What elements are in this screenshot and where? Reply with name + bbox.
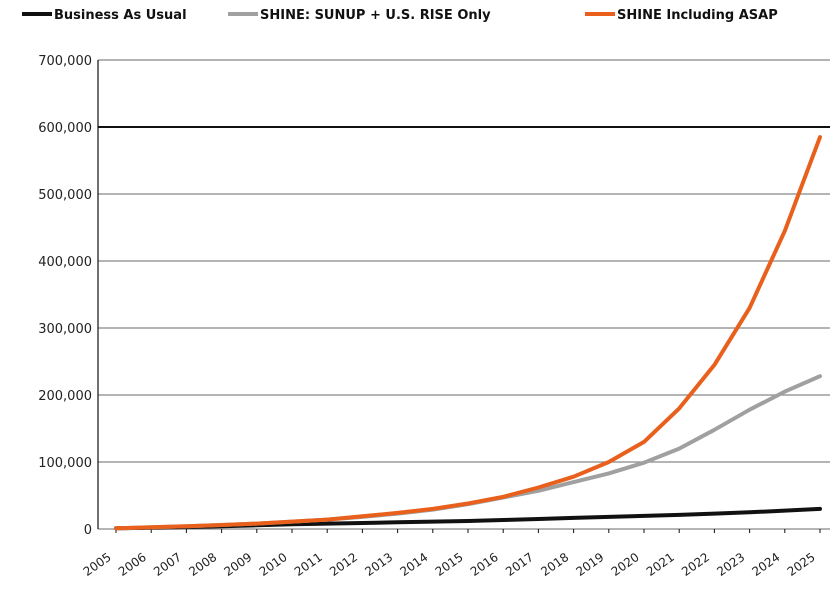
x-axis-ticks: 2005 2006 2007 2008 2009 2010 2011 2012 2013 2014… (81, 529, 821, 579)
x-tick-label: 2016 (468, 550, 501, 579)
x-tick-label: 2008 (186, 550, 219, 579)
y-axis-ticks: 0 100,000 200,000 300,000 400,000 500,000 600,… (38, 54, 92, 538)
x-tick-label: 2012 (327, 550, 360, 579)
y-tick-label: 0 (84, 523, 92, 538)
x-tick-label: 2022 (679, 550, 712, 579)
x-tick-label: 2013 (362, 550, 395, 579)
x-tick-label: 2023 (714, 550, 747, 579)
x-tick-label: 2017 (503, 550, 536, 579)
legend: Business As Usual SHINE: SUNUP + U.S. RIS… (22, 8, 778, 23)
y-tick-label: 400,000 (38, 255, 92, 270)
series-line-2 (114, 135, 822, 531)
gridlines (97, 59, 830, 530)
x-tick-label: 2018 (538, 550, 571, 579)
y-tick-label: 700,000 (38, 54, 92, 69)
x-tick-label: 2009 (221, 550, 254, 579)
x-tick-label: 2014 (397, 550, 430, 579)
y-tick-label: 100,000 (38, 456, 92, 471)
x-tick-label: 2024 (749, 550, 782, 579)
legend-label-0: Business As Usual (54, 8, 187, 23)
x-tick-label: 2005 (81, 550, 114, 579)
x-tick-label: 2025 (785, 550, 818, 579)
y-tick-label: 300,000 (38, 322, 92, 337)
x-tick-label: 2015 (433, 550, 466, 579)
y-tick-label: 200,000 (38, 389, 92, 404)
legend-label-2: SHINE Including ASAP (617, 8, 778, 23)
y-tick-label: 500,000 (38, 188, 92, 203)
x-tick-label: 2006 (116, 550, 149, 579)
x-tick-label: 2021 (644, 550, 677, 579)
x-tick-label: 2007 (151, 550, 184, 579)
x-tick-label: 2011 (292, 550, 325, 579)
legend-label-1: SHINE: SUNUP + U.S. RISE Only (260, 8, 491, 23)
y-tick-label: 600,000 (38, 121, 92, 136)
x-tick-label: 2010 (257, 550, 290, 579)
x-tick-label: 2019 (573, 550, 606, 579)
series-lines (114, 135, 822, 531)
x-tick-label: 2020 (609, 550, 642, 579)
